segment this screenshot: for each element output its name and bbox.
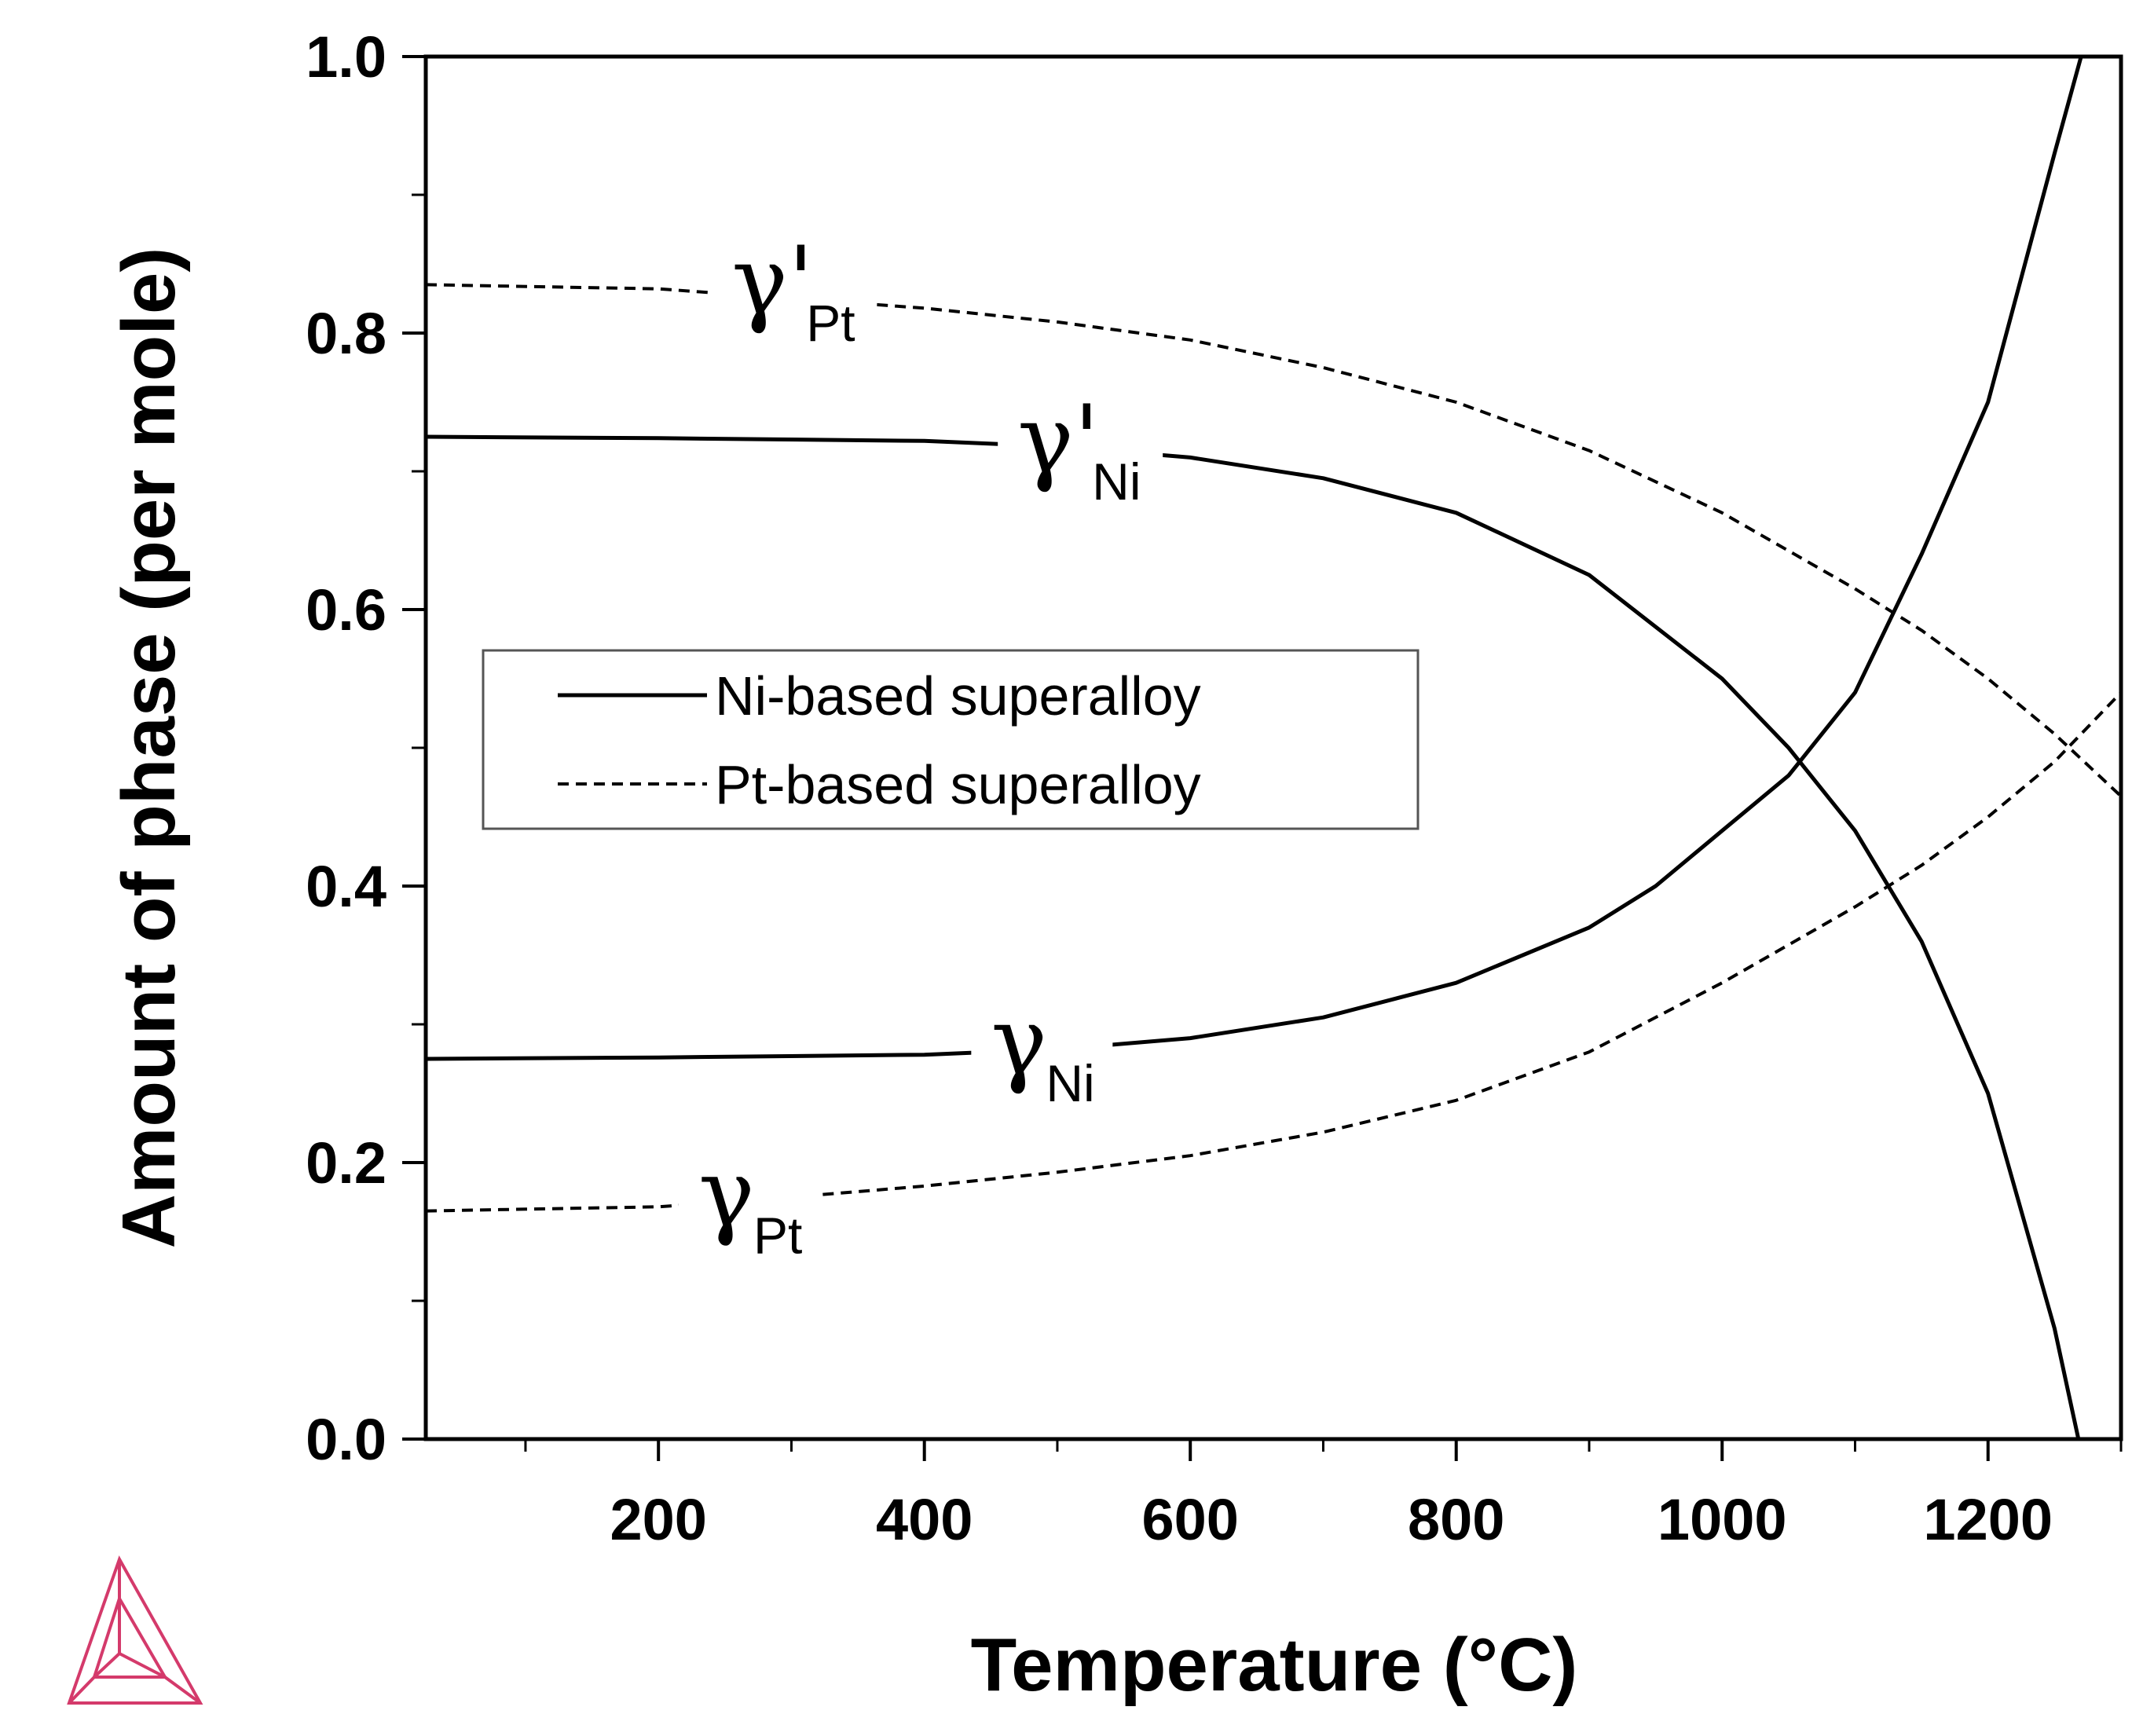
- x-tick-label: 1200: [1923, 1487, 2053, 1552]
- phase-label-mask: [971, 971, 1113, 1097]
- y-tick-label: 1.0: [306, 24, 386, 90]
- phase-label-0: γ'Pt: [712, 211, 877, 352]
- phase-label-subscript: Ni: [1092, 452, 1141, 511]
- phase-label-mask: [998, 370, 1163, 496]
- tick-layer: 200 400 600 800 1000 1200 0.0 0.2 0.4 0.6 0.8 1.0: [306, 24, 2123, 1552]
- y-tick-label: 0.2: [306, 1130, 386, 1196]
- legend-label-ni: Ni-based superalloy: [715, 665, 1201, 727]
- x-tick-label: 600: [1141, 1487, 1238, 1552]
- phase-label-subscript: Ni: [1046, 1054, 1094, 1112]
- thermo-calc-logo: [67, 1555, 203, 1705]
- y-tick-label: 0.6: [306, 577, 386, 643]
- y-tick-label: 0.4: [306, 854, 386, 919]
- phase-label-symbol: γ: [698, 1139, 755, 1248]
- x-axis-title: Temperature (°C): [971, 1623, 1578, 1707]
- phase-label-symbol: γ: [991, 987, 1047, 1097]
- phase-label-symbol: γ': [731, 227, 814, 336]
- x-tick-label: 800: [1408, 1487, 1504, 1552]
- y-tick-label: 0.0: [306, 1407, 386, 1472]
- x-tick-label: 400: [876, 1487, 973, 1552]
- x-tick-label: 200: [610, 1487, 706, 1552]
- legend-box: [482, 649, 1420, 830]
- phase-label-2: γNi: [971, 971, 1113, 1112]
- series-line-2: [425, 283, 2123, 798]
- series-line-0: [425, 434, 2081, 1440]
- x-tick-label: 1000: [1658, 1487, 1787, 1552]
- legend-label-pt: Pt-based superalloy: [715, 754, 1201, 815]
- legend: Ni-based superalloy Pt-based superalloy: [482, 649, 1420, 830]
- y-axis-title: Amount of phase (per mole): [107, 247, 191, 1249]
- y-tick-label: 0.8: [306, 301, 386, 366]
- series-line-3: [425, 691, 2123, 1213]
- phase-label-3: γPt: [678, 1123, 820, 1264]
- phase-label-1: γ'Ni: [998, 370, 1163, 511]
- phase-label-subscript: Pt: [806, 294, 855, 352]
- phase-label-subscript: Pt: [753, 1206, 802, 1264]
- phase-label-symbol: γ': [1017, 386, 1100, 495]
- phase-label-mask: [678, 1123, 820, 1250]
- phase-label-mask: [712, 211, 877, 337]
